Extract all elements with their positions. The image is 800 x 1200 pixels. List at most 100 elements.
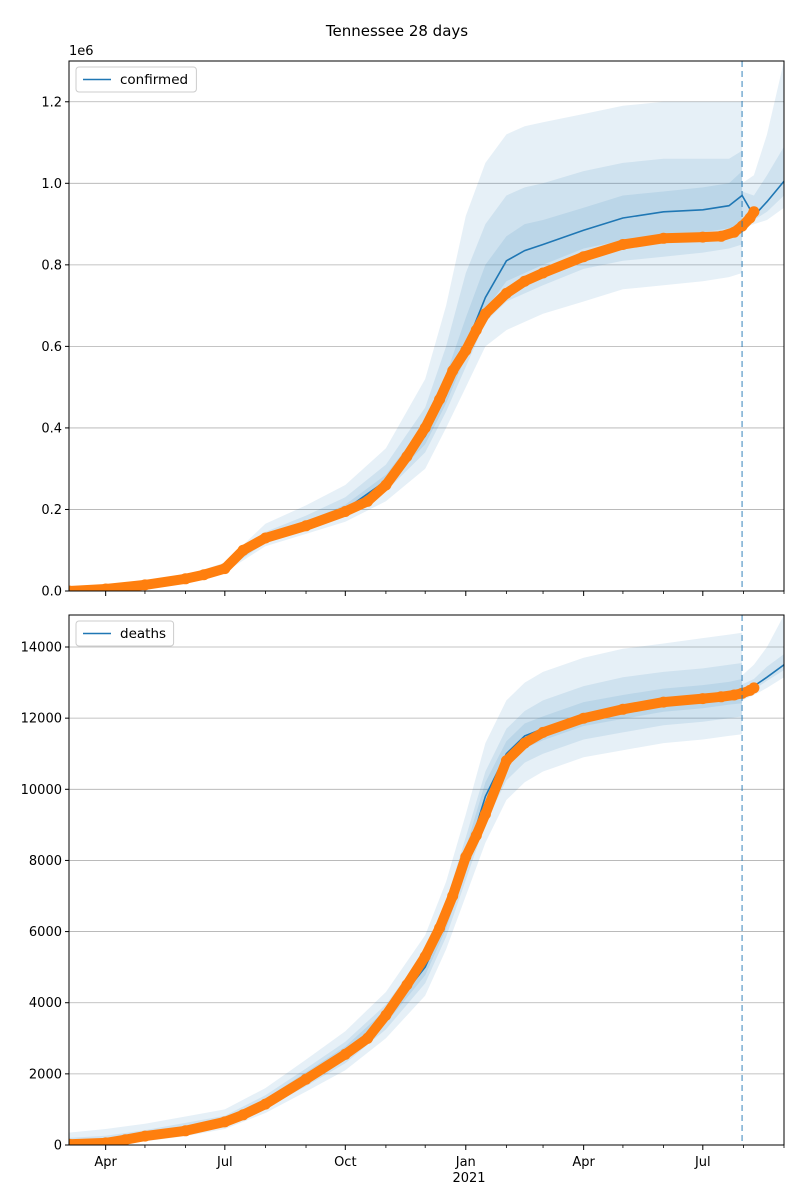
observed-point — [728, 226, 740, 238]
observed-point — [470, 830, 482, 841]
observed-point — [362, 495, 374, 507]
observed-point — [100, 583, 112, 591]
observed-point — [447, 365, 459, 377]
x-tick-label: Jan — [455, 1155, 476, 1170]
y-tick-label: 0 — [54, 1139, 62, 1154]
observed-point — [658, 696, 669, 708]
observed-point — [219, 563, 231, 575]
observed-point — [748, 206, 760, 218]
observed-point — [237, 544, 249, 556]
y-tick-label: 1.2 — [41, 95, 62, 110]
uncertainty-band — [69, 101, 743, 591]
observed-point — [139, 579, 151, 591]
observed-point — [180, 573, 191, 585]
y-tick-label: 8000 — [29, 854, 62, 869]
y-tick-label: 2000 — [29, 1067, 62, 1082]
observed-point — [578, 251, 590, 263]
x-tick-labels: Apr Jul Oct Jan Apr Jul — [94, 1155, 710, 1170]
y-tick-label: 12000 — [21, 712, 62, 727]
observed-point — [259, 532, 271, 544]
observed-point — [578, 712, 590, 724]
legend-label: deaths — [120, 626, 166, 642]
observed-point — [180, 1125, 191, 1137]
observed-point — [470, 324, 482, 336]
x-tick-label: Jul — [216, 1155, 233, 1170]
y-tick-label: 10000 — [21, 783, 62, 798]
observed-point — [434, 393, 446, 405]
y-tick-label: 6000 — [29, 925, 62, 940]
axes-frame — [68, 614, 785, 1146]
x-tick-label: Jul — [694, 1155, 711, 1170]
observed-point — [479, 308, 491, 320]
x-tick-label: Apr — [94, 1155, 117, 1170]
observed-point — [198, 569, 210, 581]
legend: deaths — [75, 620, 175, 647]
observed-point — [715, 691, 727, 703]
legend-box — [75, 620, 175, 647]
plot-area — [69, 61, 784, 591]
observed-point — [401, 451, 413, 462]
observed-point — [460, 345, 472, 356]
observed-point — [447, 890, 459, 902]
observed-point — [697, 693, 709, 705]
observed-point — [139, 1130, 151, 1142]
x-tick-label: Oct — [334, 1155, 356, 1170]
x-axis: Apr Jul Oct Jan Apr Jul 2021 — [94, 1155, 710, 1186]
axes-frame — [68, 60, 785, 592]
plot-area — [69, 615, 784, 1145]
uncertainty-band — [69, 632, 743, 1145]
observed-point — [300, 1073, 312, 1085]
y-tick-label: 4000 — [29, 996, 62, 1011]
observed-point — [658, 232, 669, 244]
observed-point — [339, 1048, 351, 1060]
observed-point — [219, 1116, 231, 1128]
observed-point — [119, 1134, 131, 1145]
observed-point — [380, 1009, 392, 1021]
observed-point — [259, 1098, 271, 1110]
y-tick-label: 0.6 — [41, 340, 62, 355]
legend-box — [75, 66, 197, 93]
observed-point — [419, 951, 431, 962]
observed-point — [519, 737, 531, 749]
x-tick-label: Apr — [572, 1155, 595, 1170]
uncertainty-band — [742, 615, 784, 701]
observed-point — [748, 682, 760, 694]
figure-title: Tennessee 28 days — [325, 22, 468, 40]
observed-point — [460, 851, 472, 863]
observed-point — [69, 585, 75, 591]
y-tick-label: 0.4 — [41, 421, 62, 436]
observed-point — [362, 1032, 374, 1044]
legend: confirmed — [75, 66, 197, 93]
y-tick-label: 0.2 — [41, 503, 62, 518]
y-tick-label: 14000 — [21, 641, 62, 656]
uncertainty-band — [69, 663, 743, 1145]
observed-point — [697, 231, 709, 243]
observed-point — [519, 275, 531, 287]
y-offset-label: 1e6 — [69, 44, 94, 59]
observed-point — [237, 1109, 249, 1121]
observed-point — [537, 726, 549, 738]
observed-point — [479, 808, 491, 820]
observed-point — [537, 267, 549, 279]
observed-point — [715, 230, 727, 242]
y-tick-label: 1.0 — [41, 177, 62, 192]
confirmed-panel: 0.0 0.2 0.4 0.6 0.8 1.0 1.2 1e6 confirmed — [41, 44, 785, 600]
observed-point — [500, 287, 512, 299]
deaths-panel: 0 2000 4000 6000 8000 10000 12000 14000 deaths — [21, 614, 785, 1154]
observed-point — [434, 922, 446, 934]
observed-point — [419, 422, 431, 434]
observed-point — [380, 479, 392, 491]
observed-point — [300, 520, 312, 532]
uncertainty-band — [69, 171, 743, 591]
uncertainty-band — [742, 61, 784, 229]
observed-point — [500, 755, 512, 767]
observed-point — [69, 1138, 75, 1145]
y-tick-label: 0.8 — [41, 258, 62, 273]
x-year-label: 2021 — [452, 1171, 485, 1186]
legend-label: confirmed — [120, 72, 188, 88]
observed-point — [617, 703, 629, 715]
observed-point — [401, 979, 413, 991]
observed-point — [100, 1137, 112, 1145]
uncertainty-band — [742, 146, 784, 220]
